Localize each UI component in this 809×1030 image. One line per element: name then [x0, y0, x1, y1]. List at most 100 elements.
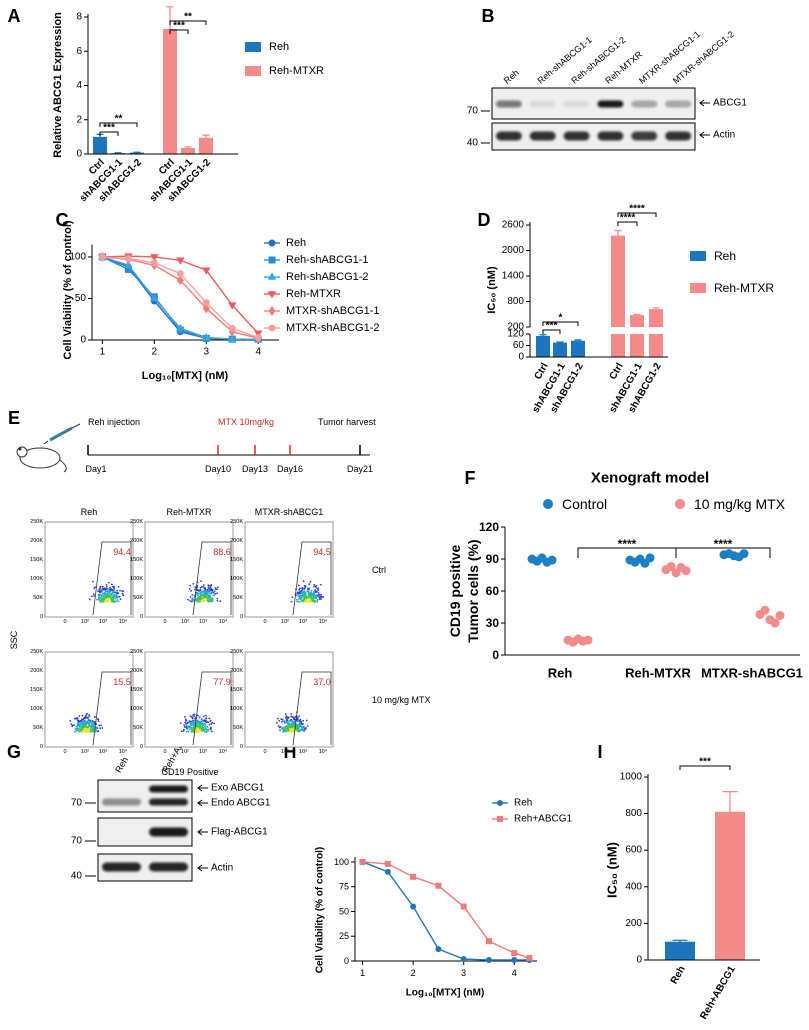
panel-label: G	[7, 742, 21, 762]
x-tick-label: Reh	[548, 666, 573, 681]
flow-x-tick: 10²	[81, 619, 89, 625]
x-tick-label: 1	[360, 968, 365, 978]
flow-y-tick: 100K	[30, 706, 43, 712]
flow-y-tick: 50K	[133, 725, 143, 731]
event-dot	[102, 586, 104, 588]
event-dot	[91, 595, 93, 597]
event-dot	[190, 596, 192, 598]
event-dot	[187, 725, 189, 727]
event-dot	[203, 715, 205, 717]
event-dot	[204, 728, 206, 730]
x-tick-label: MTXR-shABCG1	[701, 666, 803, 681]
event-dot	[320, 598, 322, 600]
event-dot	[208, 601, 210, 603]
event-dot	[105, 599, 107, 601]
event-dot	[297, 726, 299, 728]
significance-label: **	[115, 114, 123, 125]
event-dot	[82, 715, 84, 717]
event-dot	[305, 593, 307, 595]
y-tick-label: 2600	[502, 220, 525, 231]
event-dot	[99, 588, 101, 590]
event-dot	[213, 722, 215, 724]
event-dot	[210, 727, 212, 729]
event-dot	[102, 598, 104, 600]
event-dot	[312, 598, 314, 600]
event-dot	[201, 723, 203, 725]
timeline-day: Day10	[205, 464, 231, 474]
event-dot	[97, 590, 99, 592]
data-point	[385, 869, 391, 875]
event-dot	[105, 595, 107, 597]
significance-label: ***	[103, 123, 115, 134]
event-dot	[105, 600, 107, 602]
flow-y-tick: 0	[140, 614, 143, 620]
data-point	[761, 606, 770, 615]
event-dot	[184, 722, 186, 724]
event-dot	[303, 599, 305, 601]
y-axis-label: IC₅₀ (nM)	[486, 266, 498, 314]
event-dot	[217, 586, 219, 588]
event-dot	[93, 587, 95, 589]
band-label: Actin	[713, 130, 735, 141]
flow-y-tick: 250K	[30, 519, 43, 525]
panel-label: B	[482, 6, 495, 26]
x-tick-label: Reh-MTXR	[625, 666, 691, 681]
event-dot	[83, 722, 85, 724]
row-label: 10 mg/kg MTX	[372, 695, 431, 705]
event-dot	[212, 590, 214, 592]
event-dot	[189, 588, 191, 590]
event-dot	[204, 723, 206, 725]
event-dot	[209, 724, 211, 726]
event-dot	[210, 720, 212, 722]
event-dot	[90, 730, 92, 732]
data-point	[548, 556, 557, 565]
significance-label: *	[559, 313, 563, 324]
legend-swatch	[245, 42, 261, 52]
event-dot	[93, 595, 95, 597]
flow-y-tick: 250K	[30, 649, 43, 655]
data-point	[125, 255, 132, 262]
data-point	[461, 956, 467, 962]
event-dot	[205, 598, 207, 600]
lane-label: Reh	[113, 755, 130, 774]
y-tick-label: 4	[76, 80, 82, 91]
data-point	[229, 325, 236, 332]
event-dot	[199, 597, 201, 599]
flow-x-tick: 10³	[199, 619, 207, 625]
event-dot	[318, 592, 320, 594]
x-tick-label: 3	[203, 347, 209, 358]
event-dot	[290, 723, 292, 725]
event-dot	[212, 598, 214, 600]
flow-y-tick: 0	[140, 744, 143, 750]
flow-y-tick: 50K	[33, 595, 43, 601]
flow-x-tick: 0	[163, 749, 166, 755]
timeline-day: Day1	[85, 464, 106, 474]
event-dot	[192, 720, 194, 722]
y-tick-label: 400	[625, 881, 642, 892]
event-dot	[283, 728, 285, 730]
event-dot	[190, 715, 192, 717]
event-dot	[314, 589, 316, 591]
gate-value: 88.6	[213, 547, 231, 557]
event-dot	[210, 723, 212, 725]
event-dot	[204, 731, 206, 733]
event-dot	[298, 715, 300, 717]
event-dot	[302, 723, 304, 725]
event-dot	[201, 728, 203, 730]
legend-marker	[675, 499, 685, 509]
event-dot	[203, 600, 205, 602]
flow-plot	[245, 652, 333, 747]
event-dot	[287, 723, 289, 725]
data-point	[584, 636, 593, 645]
event-dot	[103, 589, 105, 591]
flow-x-tick: 0	[263, 749, 266, 755]
event-dot	[97, 718, 99, 720]
flow-y-tick: 150K	[130, 557, 143, 563]
x-tick-label: 4	[255, 347, 261, 358]
event-dot	[115, 595, 117, 597]
event-dot	[313, 586, 315, 588]
y-tick-label: 25	[339, 931, 349, 941]
event-dot	[215, 593, 217, 595]
event-dot	[290, 713, 292, 715]
event-dot	[197, 731, 199, 733]
